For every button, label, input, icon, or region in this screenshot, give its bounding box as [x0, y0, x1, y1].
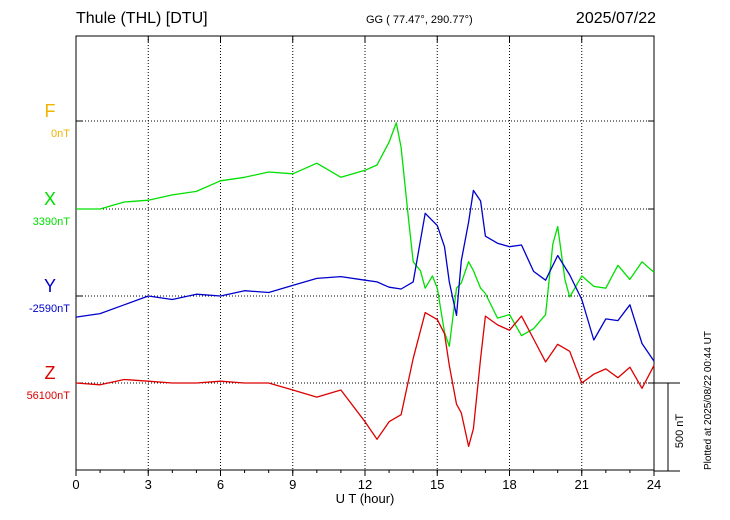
channel-baseline-y: -2590nT — [29, 303, 70, 315]
x-tick-label: 6 — [217, 477, 224, 492]
series-line-x — [76, 122, 655, 347]
channel-baseline-x: 3390nT — [33, 216, 71, 228]
x-tick-label: 15 — [430, 477, 444, 492]
x-tick-label: 3 — [145, 477, 152, 492]
x-tick-label: 18 — [502, 477, 516, 492]
x-axis-label: U T (hour) — [336, 491, 395, 506]
coordinates-label: GG ( 77.47°, 290.77°) — [366, 14, 473, 26]
series-line-z — [75, 311, 655, 448]
x-tick-label: 24 — [647, 477, 661, 492]
x-tick-label: 0 — [72, 477, 79, 492]
channel-baseline-f: 0nT — [51, 128, 70, 140]
station-title: Thule (THL) [DTU] — [76, 10, 208, 27]
x-tick-label: 21 — [575, 477, 589, 492]
channel-baseline-z: 56100nT — [27, 390, 71, 402]
scale-bar-label: 500 nT — [674, 414, 686, 449]
x-tick-label: 9 — [289, 477, 296, 492]
series-line-y — [75, 189, 655, 362]
channel-label-z: Z — [45, 363, 56, 383]
x-tick-label: 12 — [358, 477, 372, 492]
channel-label-f: F — [45, 101, 56, 121]
channel-label-y: Y — [44, 276, 56, 296]
date-label: 2025/07/22 — [575, 10, 656, 27]
channel-label-x: X — [44, 189, 56, 209]
